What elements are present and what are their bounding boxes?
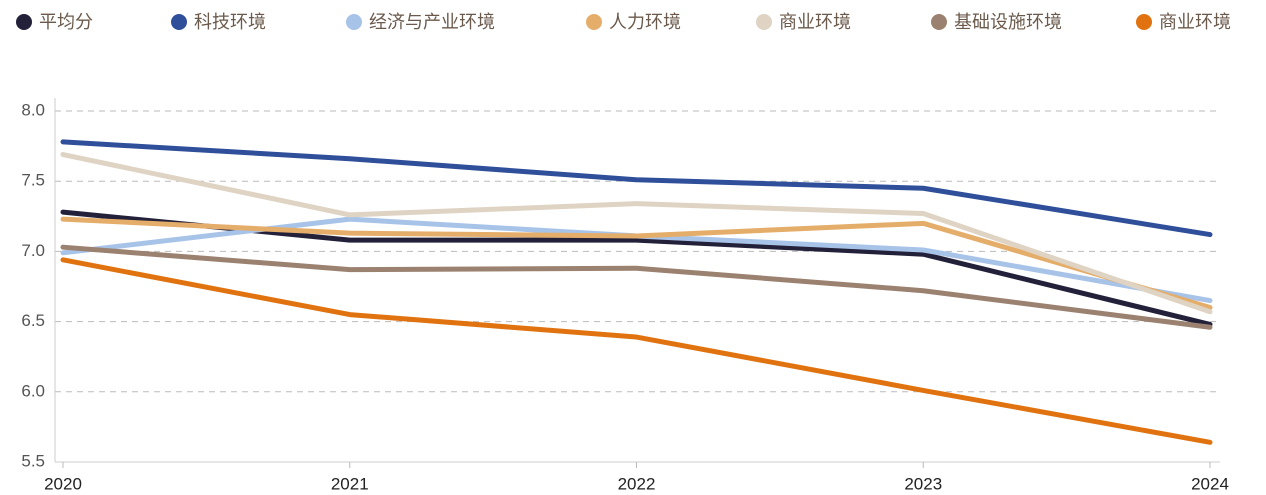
x-tick-label: 2024 — [1191, 474, 1229, 493]
legend-marker — [756, 14, 772, 30]
y-tick-label: 7.0 — [21, 241, 45, 260]
y-tick-label: 8.0 — [21, 100, 45, 119]
legend-marker — [171, 14, 187, 30]
y-tick-label: 5.5 — [21, 451, 45, 470]
legend-marker — [346, 14, 362, 30]
line-series — [60, 152, 1213, 315]
x-tick-label: 2020 — [44, 474, 82, 493]
legend-marker — [586, 14, 602, 30]
legend-marker — [1136, 14, 1152, 30]
line-series — [60, 257, 1213, 445]
line-series — [60, 139, 1213, 238]
x-tick-label: 2023 — [904, 474, 942, 493]
legend-label: 商业环境 — [1159, 12, 1231, 32]
legend-marker — [16, 14, 32, 30]
y-tick-label: 6.0 — [21, 381, 45, 400]
y-tick-label: 6.5 — [21, 311, 45, 330]
legend-label: 平均分 — [39, 12, 93, 32]
legend-label: 基础设施环境 — [954, 12, 1062, 32]
legend-label: 科技环境 — [194, 12, 266, 32]
y-tick-label: 7.5 — [21, 171, 45, 190]
x-tick-label: 2022 — [618, 474, 656, 493]
legend-marker — [931, 14, 947, 30]
legend-label: 商业环境 — [779, 12, 851, 32]
line-series — [60, 244, 1213, 330]
line-series — [60, 216, 1213, 311]
x-tick-label: 2021 — [331, 474, 369, 493]
legend-label: 经济与产业环境 — [369, 12, 495, 32]
legend-label: 人力环境 — [609, 12, 681, 32]
